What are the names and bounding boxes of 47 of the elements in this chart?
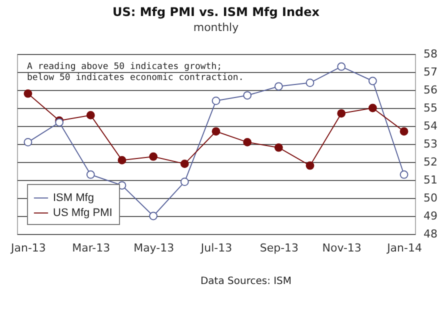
point [337, 109, 346, 118]
legend-label: US Mfg PMI [53, 207, 112, 219]
x-tick-label: May-13 [134, 242, 174, 254]
x-tick-label: Sep-13 [260, 242, 299, 254]
y-tick-label: 53 [424, 138, 438, 150]
x-tick-label: Jan-13 [10, 242, 46, 254]
x-tick-label: Jan-14 [386, 242, 422, 254]
point [180, 178, 189, 186]
y-tick-label: 54 [424, 120, 438, 132]
y-tick-label: 52 [424, 156, 438, 168]
x-tick-label: Nov-13 [322, 242, 362, 254]
point [368, 104, 377, 112]
y-tick-label: 57 [424, 66, 438, 78]
point [306, 161, 314, 170]
point [274, 143, 283, 152]
x-tick-label: Jul-13 [200, 242, 232, 254]
point [274, 82, 283, 91]
point [149, 152, 158, 161]
y-tick-label: 51 [424, 174, 438, 186]
point [118, 156, 126, 164]
y-tick-label: 49 [424, 210, 438, 222]
point [149, 212, 158, 220]
x-tick-label: Mar-13 [72, 242, 110, 254]
point [24, 138, 32, 146]
point [180, 160, 189, 168]
y-tick-label: 56 [424, 84, 438, 96]
point [24, 89, 32, 98]
annotation: A reading above 50 indicates growth; below 50 indicates economic contraction. [27, 62, 244, 83]
y-tick-label: 55 [424, 102, 438, 114]
chart-subtitle: monthly [193, 21, 240, 34]
point [86, 170, 95, 179]
point [337, 62, 346, 71]
point [306, 78, 314, 87]
y-tick-label: 58 [424, 48, 438, 60]
legend-label: ISM Mfg [53, 192, 94, 204]
point [400, 127, 408, 136]
point [212, 127, 220, 136]
point [243, 91, 252, 100]
point [86, 111, 95, 120]
point [368, 76, 377, 86]
point [400, 170, 408, 179]
y-tick-label: 50 [424, 192, 438, 204]
point [212, 96, 220, 105]
y-tick-label: 48 [424, 228, 438, 240]
text: Data Sources: ISM [200, 276, 292, 287]
chart-title: US: Mfg PMI vs. ISM Mfg Index [112, 5, 320, 19]
point [243, 138, 252, 146]
